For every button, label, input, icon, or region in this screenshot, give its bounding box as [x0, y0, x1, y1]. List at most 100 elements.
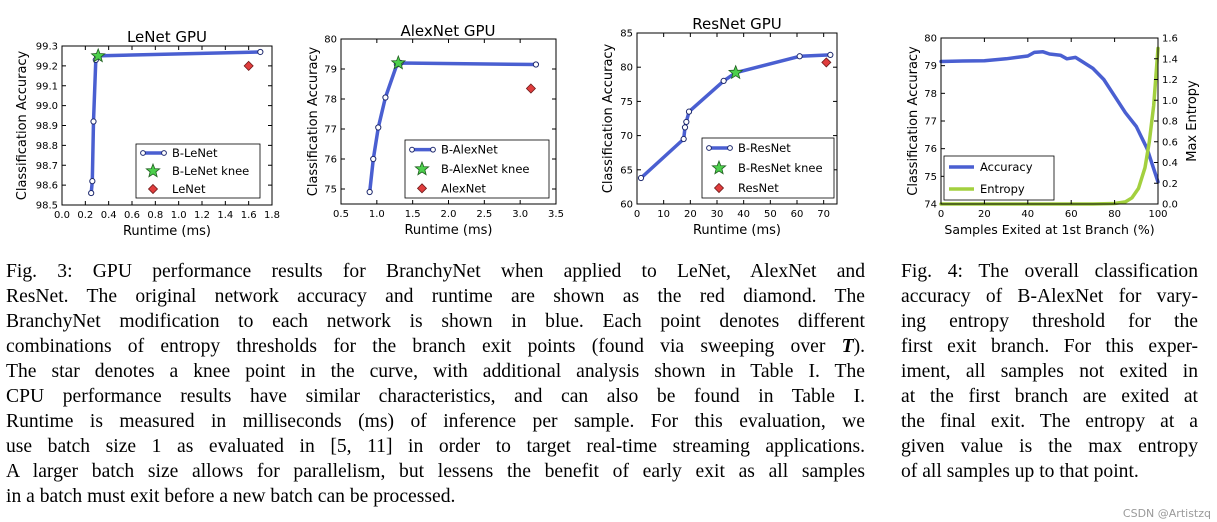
y-tick-label: 79 — [924, 61, 937, 72]
legend-star-swatch — [145, 162, 161, 178]
data-point — [681, 124, 689, 131]
y-tick-label: 77 — [324, 125, 337, 136]
data-point — [88, 189, 95, 197]
x-tick-label: 30 — [711, 209, 724, 220]
x-tick-label: 0.6 — [124, 210, 140, 221]
y-axis-label: Classification Accuracy — [601, 43, 616, 193]
y-tick-label: 78 — [324, 95, 337, 106]
y-tick-label: 75 — [924, 172, 937, 183]
alexnet-gpu-chart: AlexNet GPU 0.5 1.0 1.5 2.0 2.5 3.0 3.5 75 76 77 78… — [306, 22, 564, 238]
x-tick-label: 2.5 — [476, 209, 492, 220]
legend-point-swatch — [140, 150, 146, 156]
legend-star-swatch — [414, 160, 430, 176]
series-line — [939, 50, 1160, 184]
caption-line: first exit branch. For this exper- — [901, 336, 1198, 357]
data-point — [637, 174, 645, 182]
caption-line: combinations of entropy thresholds for t… — [6, 336, 865, 357]
legend-label: AlexNet — [441, 181, 486, 195]
x-tick-label: 80 — [1108, 209, 1121, 220]
x-tick-label: 60 — [791, 209, 804, 220]
x-tick-label: 70 — [817, 209, 830, 220]
baseline-point-diamond — [821, 57, 832, 68]
data-point — [370, 155, 377, 163]
plot-frame — [636, 32, 838, 205]
y-tick-label: 99.1 — [36, 81, 58, 92]
y-tick-label: 80 — [324, 35, 337, 46]
y-tick-label: 77 — [924, 117, 937, 128]
data-point — [683, 118, 690, 126]
y2-tick-label: 0.4 — [1162, 158, 1178, 169]
y-tick-label: 80 — [924, 34, 937, 45]
baseline-point-diamond — [243, 60, 254, 71]
x-tick-label: 1.2 — [194, 210, 210, 221]
caption-line: of all samples up to that point. — [901, 461, 1139, 482]
y-tick-label: 75 — [620, 97, 633, 108]
legend-point-swatch — [430, 146, 436, 153]
fig4-caption: Fig. 4: The overall classification accur… — [901, 259, 1198, 484]
data-point — [720, 77, 727, 84]
data-point — [382, 94, 389, 101]
y2-tick-label: 0.0 — [1162, 200, 1178, 211]
lenet-gpu-chart: LeNet GPU 0.0 0.2 0.4 0.6 0.8 1.0 1.2 1.4 1.6 1.8 9… — [15, 28, 280, 239]
y2-tick-label: 1.4 — [1162, 54, 1178, 65]
y-tick-label: 76 — [324, 155, 337, 166]
legend-diamond-swatch — [713, 182, 725, 194]
legend-point-swatch — [161, 150, 167, 156]
data-point — [375, 124, 382, 131]
x-tick-label: 2.0 — [441, 209, 457, 220]
chart-title: AlexNet GPU — [400, 22, 495, 40]
legend-label: B-LeNet knee — [172, 164, 249, 178]
caption-line: accuracy of B-AlexNet for vary- — [901, 286, 1198, 307]
y-tick-label: 75 — [324, 185, 337, 196]
fig3-caption: Fig. 3: GPU performance results for Bran… — [6, 259, 865, 509]
caption-line: BranchyNet modification to each network … — [6, 311, 865, 332]
x-tick-label: 40 — [737, 209, 750, 220]
caption-line: Fig. 4: The overall classification — [901, 261, 1198, 282]
y-tick-label: 98.9 — [36, 121, 58, 132]
knee-point-star — [390, 54, 407, 70]
data-point — [680, 135, 687, 143]
legend-point-swatch — [409, 146, 415, 153]
x-tick-label: 1.4 — [217, 210, 233, 221]
x-axis-label: Runtime (ms) — [693, 223, 781, 238]
y-tick-label: 60 — [620, 200, 633, 211]
y-tick-label: 80 — [620, 63, 633, 74]
y2-tick-label: 0.8 — [1162, 117, 1178, 128]
y-tick-label: 79 — [324, 65, 337, 76]
caption-line: in a batch must exit before a new batch … — [6, 486, 456, 507]
x-tick-label: 0.4 — [101, 210, 117, 221]
x-tick-label: 20 — [684, 209, 697, 220]
data-point — [89, 178, 96, 185]
caption-line: ResNet. The original network accuracy an… — [6, 286, 865, 307]
data-point — [257, 48, 264, 56]
data-point — [796, 53, 803, 60]
knee-point-star — [90, 47, 106, 63]
y-axis-label: Classification Accuracy — [906, 46, 921, 196]
x-tick-label: 1.0 — [171, 210, 187, 221]
caption-line: given value is the max entropy — [901, 436, 1198, 457]
caption-line: Fig. 3: GPU performance results for Bran… — [6, 261, 865, 282]
x-tick-label: 0.8 — [147, 210, 163, 221]
x-tick-label: 60 — [1065, 209, 1078, 220]
chart-title: LeNet GPU — [127, 28, 207, 46]
x-tick-label: 40 — [1021, 209, 1034, 220]
y2-tick-label: 1.0 — [1162, 96, 1178, 107]
data-point — [827, 51, 834, 58]
x-tick-label: 100 — [1148, 209, 1167, 220]
x-tick-label: 10 — [657, 209, 670, 220]
legend-label: B-AlexNet knee — [441, 162, 529, 176]
y2-tick-label: 0.2 — [1162, 179, 1178, 190]
legend-label: ResNet — [738, 181, 779, 195]
legend-box — [943, 155, 1055, 201]
x-tick-label: 20 — [978, 209, 991, 220]
y-tick-label: 98.5 — [36, 201, 58, 212]
x-tick-label: 0.0 — [54, 210, 70, 221]
x-axis-label: Runtime (ms) — [123, 224, 211, 239]
legend-point-swatch — [706, 145, 712, 151]
caption-line: at the first branch are exited at — [901, 386, 1198, 407]
legend-label: B-ResNet knee — [738, 161, 823, 175]
caption-line: iment, all samples not exited in — [901, 361, 1198, 382]
y-tick-label: 76 — [924, 144, 937, 155]
caption-line: The star denotes a knee point in the cur… — [6, 361, 865, 382]
legend-label: B-AlexNet — [441, 143, 498, 157]
